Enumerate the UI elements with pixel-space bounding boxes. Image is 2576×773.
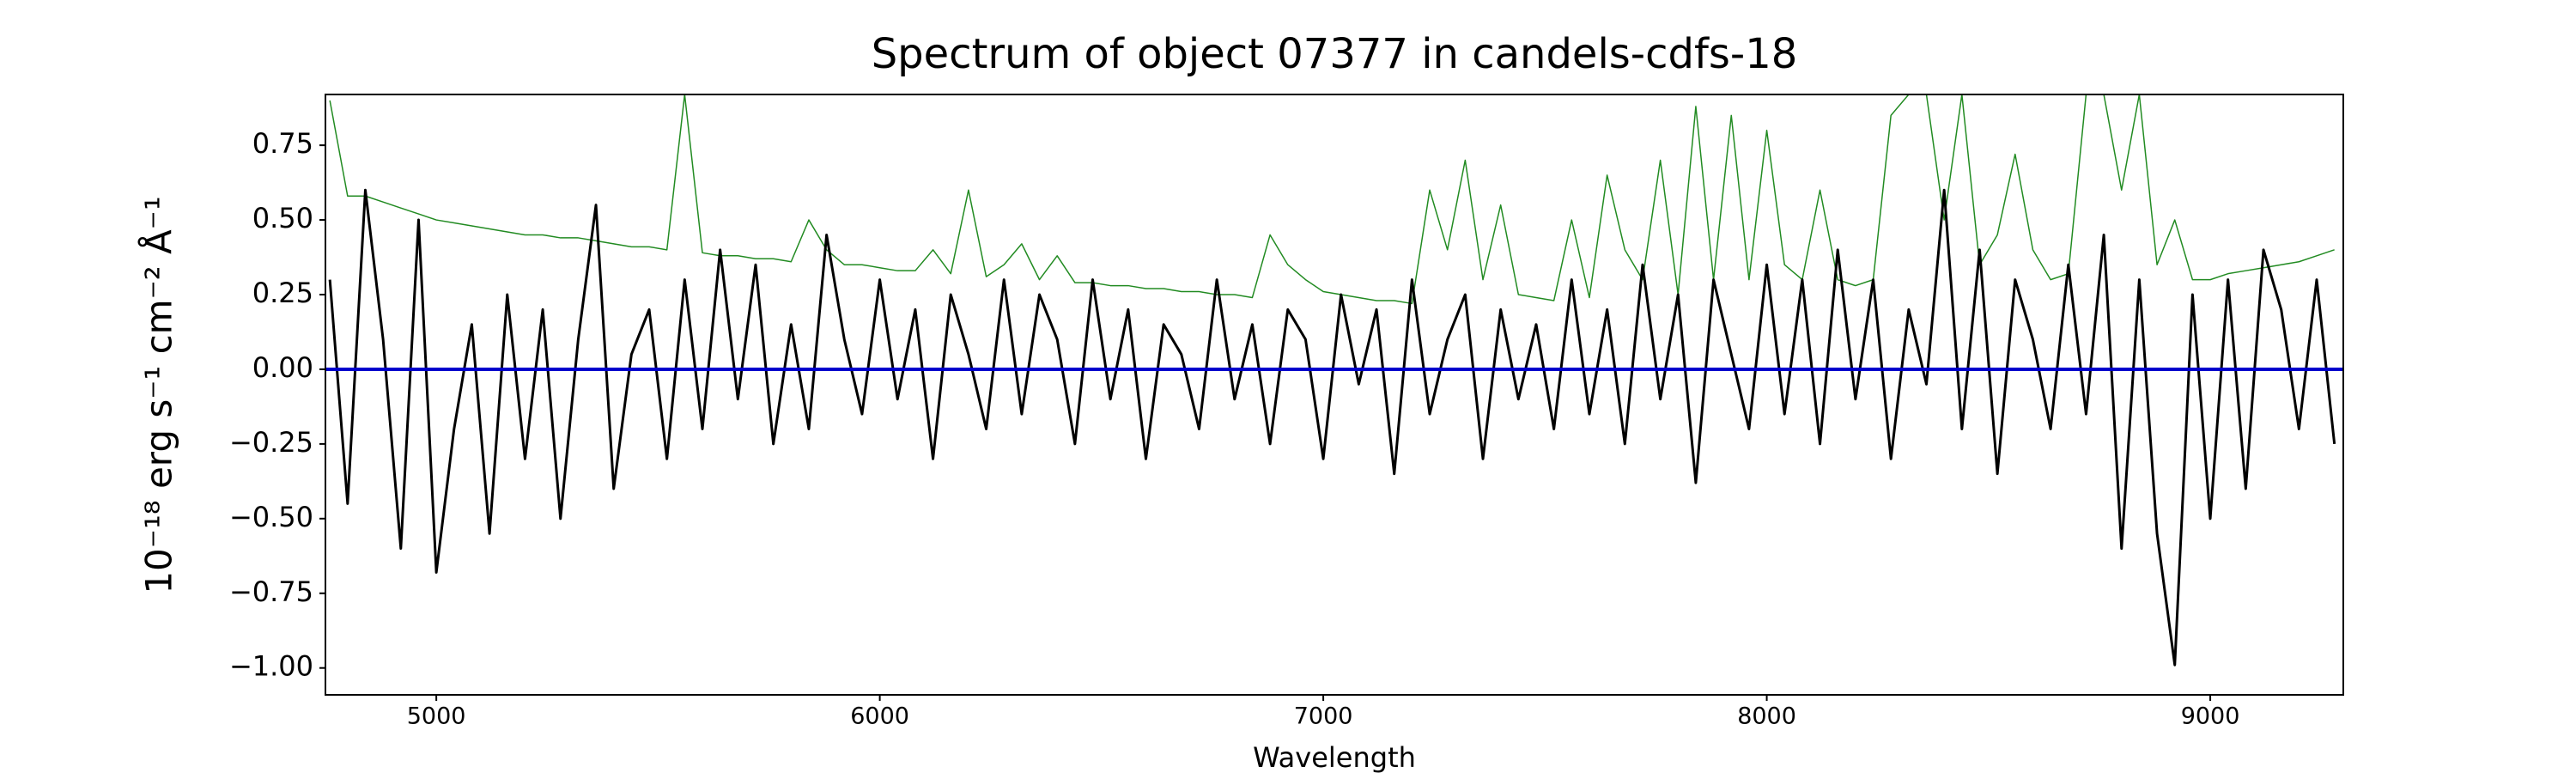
plot-area — [325, 94, 2343, 666]
y-tick-label: 0.75 — [252, 127, 313, 160]
axes-frame — [325, 94, 2344, 696]
x-tick-label: 9000 — [2181, 703, 2240, 730]
y-tick-label: −0.75 — [229, 575, 313, 608]
spectrum-line — [329, 94, 2335, 305]
y-axis-label: 10⁻¹⁸ erg s⁻¹ cm⁻² Å⁻¹ — [137, 196, 180, 593]
y-tick-label: 0.25 — [252, 277, 313, 309]
x-tick-label: 5000 — [407, 703, 466, 730]
x-tick-label: 8000 — [1737, 703, 1796, 730]
x-axis-label: Wavelength — [1253, 741, 1416, 773]
y-tick-label: 0.00 — [252, 351, 313, 384]
x-tick-label: 6000 — [850, 703, 909, 730]
y-tick-label: −1.00 — [229, 650, 313, 683]
y-tick-label: −0.25 — [229, 426, 313, 459]
x-tick-label: 7000 — [1294, 703, 1353, 730]
y-tick-label: −0.50 — [229, 501, 313, 533]
chart-title: Spectrum of object 07377 in candels-cdfs… — [872, 30, 1798, 78]
spectrum-line — [328, 188, 2336, 666]
y-tick-label: 0.50 — [252, 202, 313, 234]
